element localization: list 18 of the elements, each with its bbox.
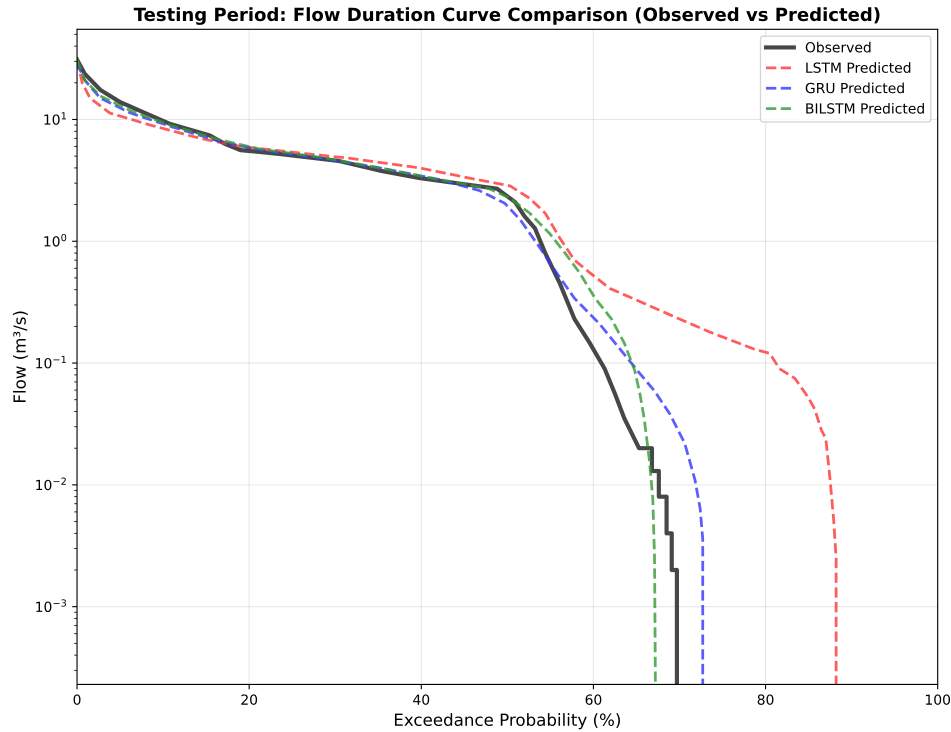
y-tick-label: 10$^{−1}$	[36, 356, 66, 368]
x-axis-title: Exceedance Probability (%)	[394, 713, 620, 730]
x-tick-label: 0	[74, 694, 81, 705]
legend-label: BILSTM Predicted	[806, 102, 924, 114]
y-tick-label: 10$^{−3}$	[36, 599, 66, 612]
y-axis-title: Flow (m³/s)	[12, 312, 28, 402]
y-tick-label: 10$^{−2}$	[36, 478, 66, 490]
y-tick-label: 10$^{1}$	[44, 112, 66, 125]
y-tick-label: 10$^{0}$	[44, 234, 66, 247]
legend-label: LSTM Predicted	[806, 62, 910, 73]
chart-title: Testing Period: Flow Duration Curve Comparison (Observed vs Predicted)	[134, 7, 880, 25]
legend-label: Observed	[806, 42, 870, 53]
x-tick-label: 20	[241, 694, 258, 705]
x-tick-label: 80	[758, 694, 774, 705]
x-tick-label: 40	[413, 694, 430, 705]
x-tick-label: 60	[586, 694, 602, 705]
x-tick-label: 100	[926, 694, 950, 705]
legend-label: GRU Predicted	[806, 82, 904, 94]
